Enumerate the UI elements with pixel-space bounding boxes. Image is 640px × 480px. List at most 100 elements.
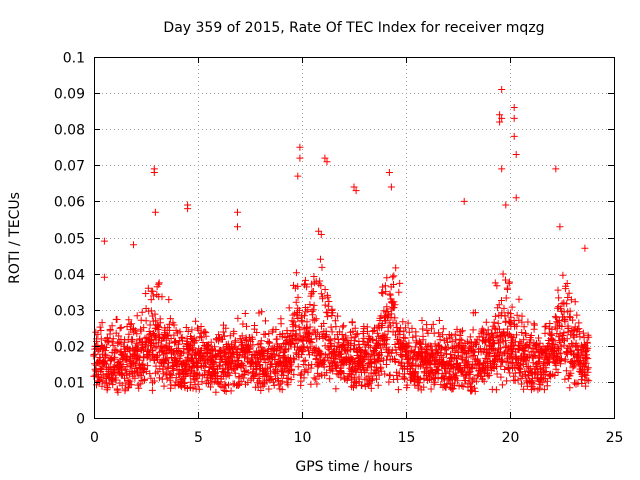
- data-point: [492, 386, 500, 394]
- data-point: [459, 327, 466, 335]
- data-point: [439, 331, 447, 339]
- data-point: [369, 327, 377, 335]
- data-point: [414, 382, 422, 390]
- data-point: [392, 346, 400, 354]
- data-point: [207, 346, 215, 354]
- data-point: [452, 336, 460, 344]
- data-point: [281, 346, 289, 354]
- data-point: [148, 386, 156, 394]
- data-point: [583, 346, 591, 354]
- data-point: [167, 381, 175, 389]
- data-point: [563, 335, 571, 343]
- data-point: [396, 279, 404, 287]
- data-point: [420, 383, 428, 391]
- data-point: [257, 387, 265, 394]
- data-point: [297, 377, 305, 385]
- data-point: [352, 368, 360, 376]
- data-point: [570, 327, 578, 335]
- data-point: [133, 330, 141, 338]
- data-point: [97, 335, 105, 343]
- data-point: [401, 334, 409, 342]
- data-point: [494, 304, 502, 312]
- data-point: [308, 339, 316, 347]
- data-point: [311, 316, 319, 324]
- data-point: [392, 331, 399, 339]
- data-point: [129, 336, 136, 344]
- data-point: [507, 313, 515, 321]
- data-point: [166, 326, 174, 334]
- data-point: [340, 322, 348, 330]
- data-point: [201, 328, 209, 336]
- data-point: [256, 361, 264, 368]
- data-point: [338, 331, 346, 338]
- data-point: [585, 377, 593, 385]
- data-point: [142, 290, 150, 297]
- data-point: [290, 318, 298, 326]
- data-point: [287, 360, 295, 368]
- data-point: [363, 323, 371, 331]
- data-point: [130, 241, 137, 249]
- data-point: [166, 315, 174, 323]
- data-point: [104, 384, 112, 392]
- data-point: [151, 208, 159, 216]
- data-point: [408, 324, 416, 332]
- data-point: [127, 381, 135, 389]
- data-point: [567, 369, 575, 377]
- data-point: [275, 381, 283, 389]
- data-point: [391, 314, 399, 322]
- data-point: [163, 375, 171, 383]
- data-point: [265, 339, 273, 347]
- data-point: [496, 111, 504, 119]
- data-point: [529, 359, 537, 367]
- data-point: [176, 328, 184, 336]
- data-point: [276, 344, 284, 352]
- data-point: [318, 263, 326, 271]
- y-axis-label: ROTI / TECUs: [7, 192, 23, 284]
- data-point: [435, 317, 443, 324]
- data-point: [390, 272, 398, 280]
- x-tick-label: 0: [90, 430, 99, 446]
- data-point: [170, 331, 178, 339]
- data-point: [227, 387, 235, 395]
- data-point: [546, 358, 553, 366]
- data-point: [98, 382, 106, 390]
- data-point: [155, 279, 163, 287]
- data-point: [582, 359, 590, 367]
- data-point: [219, 328, 227, 336]
- data-point: [542, 364, 550, 372]
- y-tick-label: 0.06: [54, 195, 85, 211]
- data-point: [111, 346, 119, 354]
- data-point: [562, 367, 570, 375]
- data-point: [399, 318, 407, 326]
- data-point: [111, 353, 119, 361]
- data-point: [295, 306, 303, 314]
- data-point: [418, 317, 426, 324]
- data-point: [551, 313, 559, 321]
- data-point: [569, 316, 577, 324]
- data-point: [317, 282, 325, 290]
- data-point: [317, 231, 325, 238]
- data-point: [464, 358, 472, 366]
- data-point: [301, 367, 309, 375]
- data-point: [518, 329, 526, 336]
- data-point: [453, 372, 461, 380]
- data-point: [351, 324, 359, 332]
- data-point: [435, 329, 443, 337]
- data-point: [214, 379, 222, 387]
- data-point: [167, 370, 175, 378]
- x-tick-label: 20: [502, 430, 520, 446]
- data-point: [474, 355, 481, 363]
- data-point: [239, 320, 247, 328]
- data-point: [389, 319, 397, 327]
- data-point: [471, 387, 479, 395]
- data-point: [496, 339, 504, 347]
- data-point: [216, 334, 223, 342]
- data-point: [150, 332, 158, 339]
- data-point: [323, 369, 331, 377]
- data-point: [116, 324, 124, 332]
- data-point: [563, 300, 571, 308]
- data-point: [312, 375, 320, 383]
- data-point: [482, 318, 490, 326]
- data-point: [503, 377, 511, 385]
- data-point: [583, 376, 591, 384]
